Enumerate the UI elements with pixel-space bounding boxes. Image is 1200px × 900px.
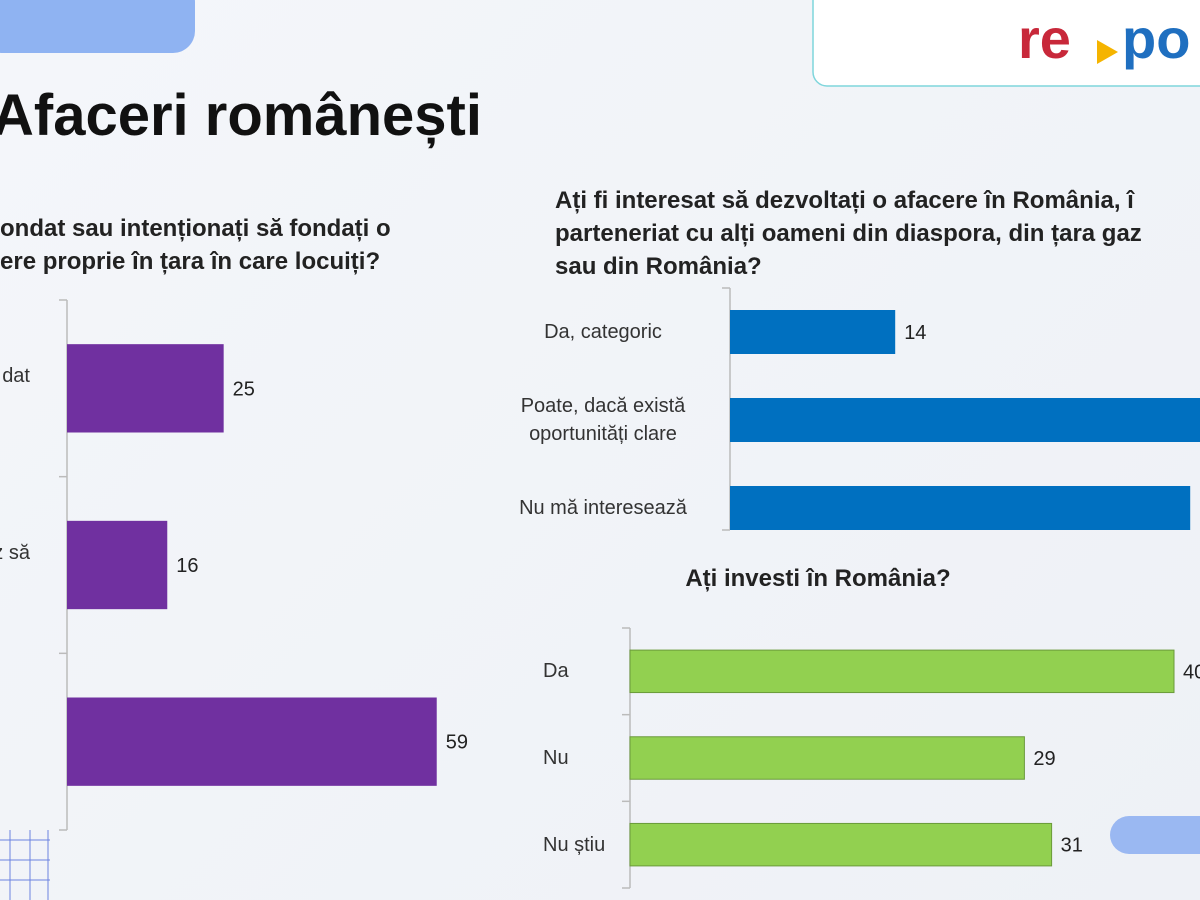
category-label: Da	[543, 660, 569, 683]
corner-shape	[0, 0, 195, 53]
chart-title: Ați fi interesat să dezvoltați o afacere…	[555, 187, 1134, 214]
data-label: 14	[904, 322, 926, 344]
chart-title: Ați investi în România?	[685, 565, 951, 592]
bar	[730, 310, 896, 354]
logo-text: po	[1122, 7, 1191, 70]
logo-box	[812, 0, 1200, 87]
category-label: Nu	[543, 747, 569, 769]
grid-decor	[0, 830, 50, 900]
category-label: Nu mă interesează	[519, 497, 687, 519]
bar	[730, 486, 1191, 530]
chart-title: parteneriat cu alți oameni din diaspora,…	[555, 220, 1142, 247]
data-label: 40	[1183, 661, 1200, 683]
bar	[629, 822, 1053, 867]
category-label: Nu știu	[543, 833, 606, 856]
data-label: 31	[1061, 835, 1083, 857]
category-label: dat	[2, 365, 30, 388]
bar	[629, 736, 1025, 780]
data-label: 25	[233, 378, 255, 400]
bar	[629, 649, 1175, 694]
bar	[67, 520, 168, 610]
slide-title: Afaceri românești	[0, 83, 482, 148]
data-label: 16	[176, 555, 198, 577]
category-label: Poate, dacă există oportunități clare	[520, 395, 686, 445]
logo-text: re	[1018, 7, 1071, 70]
bar	[67, 697, 437, 786]
logo-play	[1097, 40, 1118, 64]
pill	[1110, 816, 1200, 854]
category-label: Da, categoric	[544, 321, 662, 343]
data-label: 59	[446, 732, 468, 754]
bar	[730, 398, 1200, 442]
data-label: 29	[1033, 748, 1055, 770]
chart-title: sau din România?	[555, 253, 762, 280]
category-label: ez să	[0, 542, 30, 564]
chart-title: ere proprie în țara în care locuiți?	[0, 248, 381, 275]
bar	[67, 344, 224, 433]
chart-title: ondat sau intenționați să fondați o	[0, 215, 391, 242]
